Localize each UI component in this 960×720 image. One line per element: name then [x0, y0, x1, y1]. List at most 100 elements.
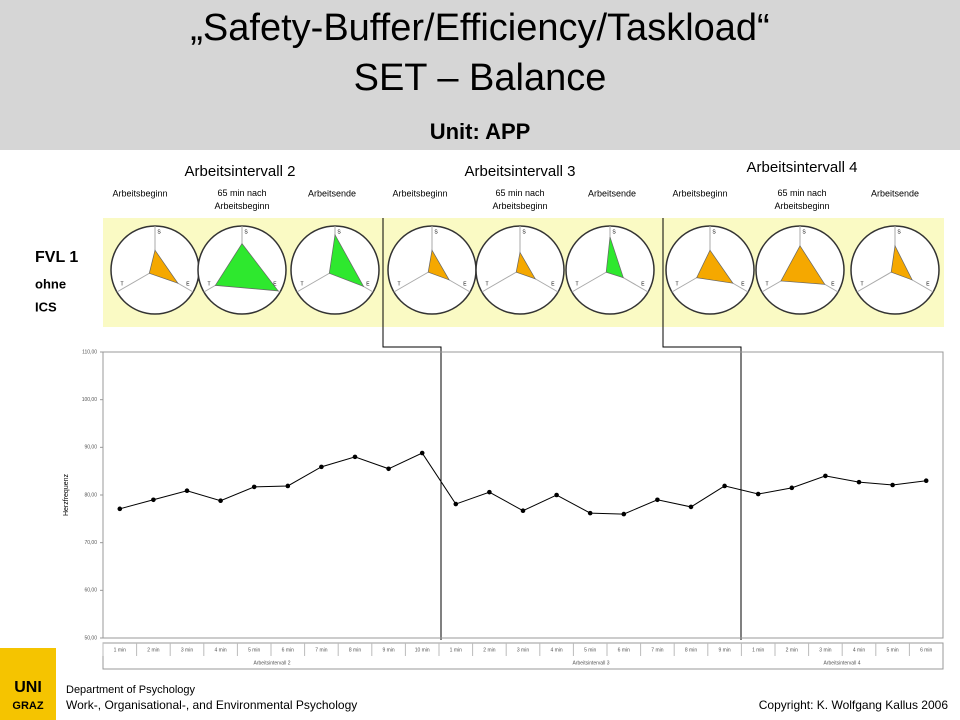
radar-shape — [427, 249, 450, 281]
radar-axis-label: T — [676, 281, 679, 287]
radar-axis-label: E — [463, 281, 467, 287]
header-bg — [0, 0, 960, 150]
point — [688, 504, 694, 510]
title: SET – Balance — [354, 57, 607, 99]
radar-axis-label: T — [486, 281, 489, 287]
x-tick-label: 5 min — [886, 647, 898, 653]
footer-sub: Work-, Organisational-, and Environmenta… — [66, 698, 357, 712]
interval-label: Arbeitsintervall 4 — [747, 159, 858, 176]
row-label: FVL 1 — [35, 249, 78, 266]
group-label: Arbeitsintervall 4 — [824, 660, 861, 666]
point — [487, 489, 492, 495]
radar-axis-label: E — [831, 281, 835, 287]
radar-axis-label: E — [551, 281, 555, 287]
point — [352, 454, 358, 460]
logo-bg — [0, 648, 56, 720]
radar-axis-label: T — [576, 281, 579, 287]
point — [890, 482, 895, 488]
x-tick-label: 6 min — [282, 647, 294, 653]
x-tick-label: 3 min — [517, 647, 529, 653]
x-tick-label: 2 min — [483, 647, 495, 653]
radar-shape — [696, 249, 734, 284]
radar-axis — [856, 269, 896, 293]
y-axis-label: Herzfrequenz — [63, 473, 70, 516]
radar-shape — [605, 236, 624, 279]
phase-label: Arbeitsende — [871, 188, 919, 198]
point — [587, 510, 593, 516]
phase-label: 65 min nach Arbeitsbeginn — [774, 188, 829, 211]
radar-axis-label: T — [121, 281, 124, 287]
point — [621, 511, 627, 517]
radar-axis-label: S — [522, 229, 526, 235]
x-tick-label: 1 min — [752, 647, 764, 653]
radar-axis-label: E — [926, 281, 930, 287]
radar-axis-label: T — [208, 281, 211, 287]
radar-axis-label: E — [741, 281, 745, 287]
point — [520, 508, 526, 514]
interval-label: Arbeitsintervall 3 — [465, 163, 576, 180]
y-tick-label: 100,00 — [82, 397, 98, 403]
point — [151, 497, 156, 503]
group-label: Arbeitsintervall 3 — [573, 660, 610, 666]
footer-dept: Department of Psychology — [66, 684, 196, 696]
x-tick-label: 1 min — [114, 647, 126, 653]
radar-axis — [296, 269, 336, 293]
point — [251, 484, 257, 490]
radar-axis-label: S — [897, 229, 901, 235]
point — [117, 506, 123, 512]
point — [419, 450, 425, 456]
row-label: ohne — [35, 276, 66, 291]
radar-axis — [481, 269, 521, 293]
radar-axis — [116, 269, 156, 293]
point — [218, 498, 223, 504]
y-tick-label: 80,00 — [84, 492, 97, 498]
logo: GRAZ — [12, 700, 43, 712]
x-tick-label: 7 min — [651, 647, 663, 653]
radar-axis-label: E — [273, 281, 277, 287]
x-tick-label: 6 min — [920, 647, 932, 653]
point — [319, 464, 324, 470]
point — [789, 485, 795, 491]
radar-axis-label: E — [366, 281, 370, 287]
x-tick-label: 4 min — [853, 647, 865, 653]
x-tick-label: 4 min — [550, 647, 562, 653]
point — [655, 497, 660, 503]
footer-copyright: Copyright: K. Wolfgang Kallus 2006 — [759, 698, 949, 712]
point — [285, 483, 291, 489]
y-tick-label: 110,00 — [82, 349, 97, 355]
radar-shape — [214, 242, 279, 292]
x-tick-label: 5 min — [584, 647, 596, 653]
radar-axis-label: S — [802, 229, 806, 235]
point — [184, 488, 190, 494]
x-tick-label: 8 min — [685, 647, 697, 653]
radar-axis — [571, 269, 611, 293]
line — [119, 452, 927, 515]
radar-shape — [515, 251, 537, 280]
radar-axis-label: S — [434, 229, 438, 235]
phase-label: Arbeitsbeginn — [112, 188, 167, 198]
x-tick-label: 3 min — [181, 647, 193, 653]
radar-axis-label: T — [398, 281, 401, 287]
x-tick-label: 5 min — [248, 647, 260, 653]
radar-axis — [393, 269, 433, 293]
radar-axis-label: S — [337, 229, 341, 235]
point — [755, 491, 761, 497]
group-label: Arbeitsintervall 2 — [254, 660, 291, 666]
phase-label: Arbeitsende — [308, 188, 356, 198]
x-tick-label: 4 min — [214, 647, 226, 653]
x-tick-label: 3 min — [819, 647, 831, 653]
point — [453, 501, 459, 507]
x-tick-label: 6 min — [618, 647, 630, 653]
point — [386, 466, 391, 472]
phase-label: 65 min nach Arbeitsbeginn — [492, 188, 547, 211]
radar-shape — [890, 244, 913, 281]
phase-label: 65 min nach Arbeitsbeginn — [214, 188, 269, 211]
radar-axis-label: T — [301, 281, 304, 287]
point — [923, 478, 929, 484]
plot-frame — [102, 351, 944, 639]
x-tick-label: 8 min — [349, 647, 361, 653]
point — [722, 483, 727, 489]
x-tick-label: 7 min — [315, 647, 327, 653]
y-tick-label: 60,00 — [84, 588, 97, 594]
